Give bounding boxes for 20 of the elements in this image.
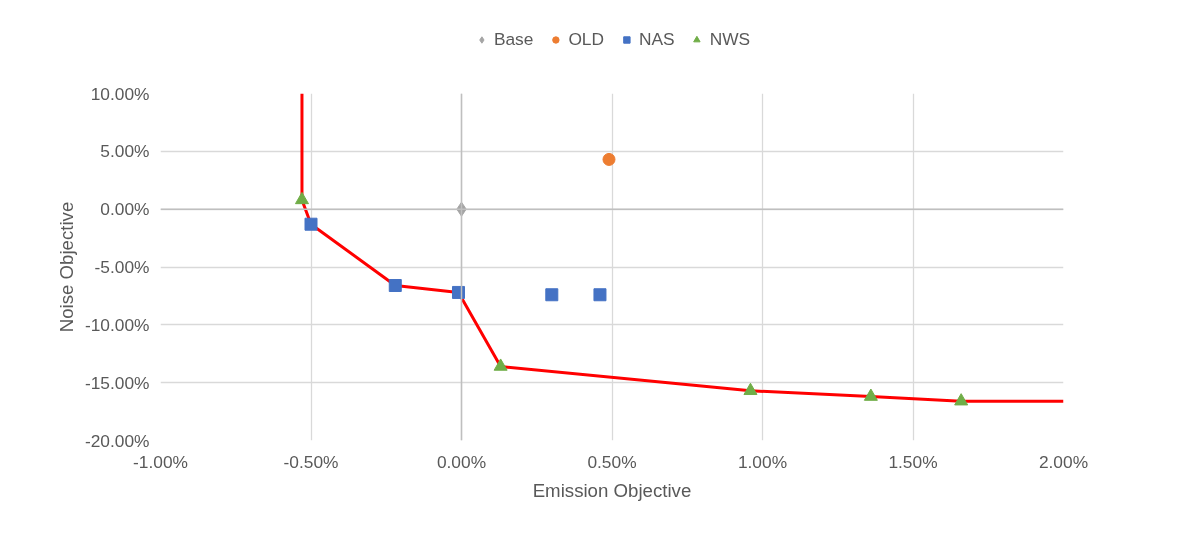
legend-label: OLD <box>568 28 605 50</box>
y-tick-label: 5.00% <box>100 141 150 162</box>
x-tick-label: 2.00% <box>1038 451 1089 472</box>
x-tick-label: 0.00% <box>436 451 487 472</box>
y-tick-label: 10.00% <box>90 83 150 104</box>
x-tick-label: 0.50% <box>587 451 637 472</box>
x-tick-label: -1.00% <box>133 451 188 472</box>
x-tick-label: 1.00% <box>737 451 788 472</box>
legend-label: NWS <box>709 28 751 50</box>
y-tick-label: -5.00% <box>94 257 150 277</box>
y-tick-label: -20.00% <box>84 430 150 451</box>
x-axis-title: Emission Objective <box>532 479 692 501</box>
x-tick-label: -0.50% <box>283 451 339 472</box>
x-tick-label: 1.50% <box>888 451 938 472</box>
y-axis-title: Noise Objective <box>55 201 77 333</box>
y-tick-label: -15.00% <box>84 372 150 393</box>
y-tick-label: -10.00% <box>84 314 150 335</box>
legend-label: Base <box>493 28 534 50</box>
legend-label: NAS <box>639 28 675 50</box>
y-tick-label: 0.00% <box>100 199 150 220</box>
